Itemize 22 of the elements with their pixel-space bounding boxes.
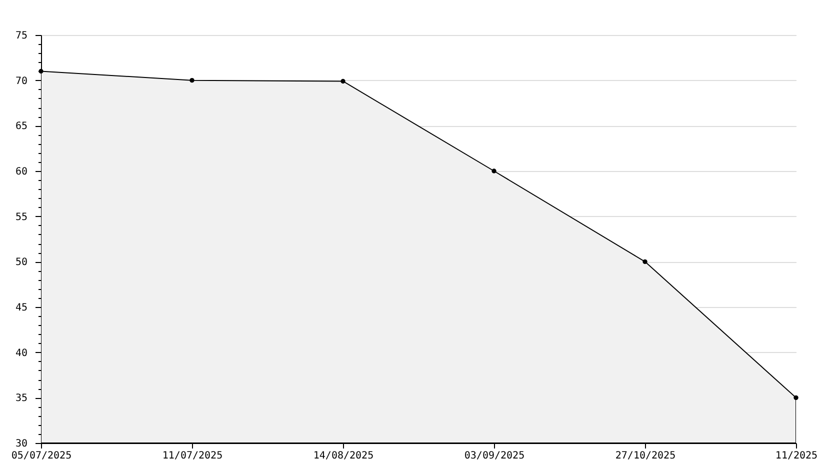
x-tick-label: 27/10/2025: [615, 450, 676, 462]
y-tick-label: 30: [15, 438, 28, 450]
y-tick-label: 55: [15, 212, 28, 223]
y-tick-label: 40: [15, 348, 28, 359]
x-tick-label: 03/09/2025: [464, 450, 525, 462]
y-tick-label: 35: [15, 393, 28, 404]
y-tick-label: 60: [15, 166, 28, 178]
x-tick-label: 11/2025: [775, 450, 818, 462]
point: [340, 78, 346, 84]
y-tick-label: 50: [15, 257, 28, 268]
y-tick-label: 45: [15, 302, 28, 314]
point: [38, 68, 44, 74]
point: [492, 168, 496, 174]
y-tick-label: 70: [15, 76, 28, 87]
y-tick-label: 65: [15, 121, 28, 132]
x-tick-label: 11/07/2025: [162, 450, 223, 462]
point: [190, 78, 194, 83]
y-tick-label: 75: [15, 30, 28, 42]
x-tick-label: 05/07/2025: [11, 450, 72, 462]
x-tick-label: 14/08/2025: [313, 450, 374, 462]
point: [794, 395, 798, 400]
point: [642, 259, 648, 264]
